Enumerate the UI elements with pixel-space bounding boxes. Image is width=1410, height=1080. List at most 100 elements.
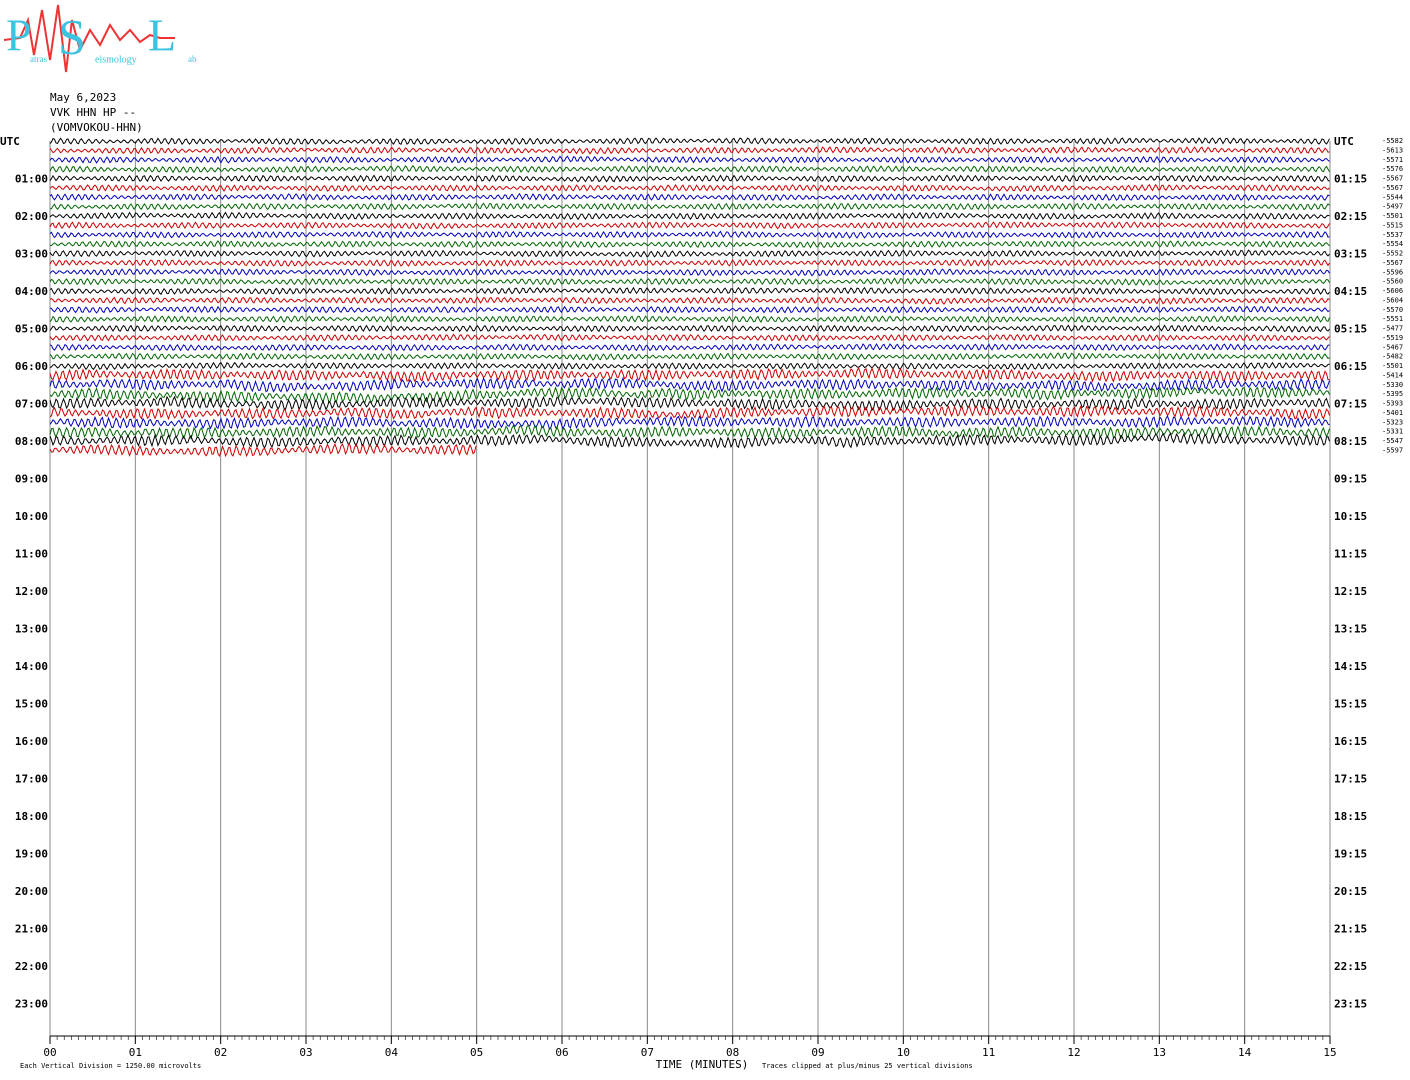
trace-offset: -5501	[1382, 362, 1403, 370]
row-label: 01:00	[15, 173, 48, 186]
seismic-trace	[49, 183, 1330, 193]
row-label: 11:00	[15, 548, 48, 561]
row-label: 07:00	[15, 398, 48, 411]
trace-offset: -5467	[1382, 343, 1403, 351]
row-label: 17:00	[15, 773, 48, 786]
row-label: 11:15	[1334, 548, 1367, 561]
seismic-trace	[49, 432, 1330, 450]
row-label: 03:15	[1334, 248, 1367, 261]
trace-offset: -5330	[1382, 381, 1403, 389]
row-label: 03:00	[15, 248, 48, 261]
seismic-trace	[49, 424, 1330, 440]
seismic-trace	[49, 333, 1330, 342]
x-tick-label: 13	[1153, 1046, 1166, 1059]
x-tick-label: 10	[897, 1046, 910, 1059]
row-label: 12:15	[1334, 585, 1367, 598]
trace-offset: -5567	[1382, 175, 1403, 183]
trace-offset: -5582	[1382, 137, 1403, 145]
seismic-trace	[49, 305, 1330, 314]
trace-offset: -5567	[1382, 184, 1403, 192]
x-tick-label: 14	[1238, 1046, 1252, 1059]
seismic-trace	[50, 202, 1330, 211]
row-label: 01:15	[1334, 173, 1367, 186]
trace-offset: -5571	[1382, 156, 1403, 164]
seismic-trace	[49, 324, 1330, 333]
note: Traces clipped at plus/minus 25 vertical…	[762, 1062, 973, 1070]
trace-offset: -5395	[1382, 390, 1403, 398]
row-label: 05:15	[1334, 323, 1367, 336]
seismic-trace	[49, 386, 1330, 404]
logo-letter: L	[148, 10, 176, 61]
title-line: May 6,2023	[50, 91, 116, 104]
row-label: 02:00	[15, 210, 48, 223]
logo-letter: S	[58, 8, 86, 64]
trace-offset: -5567	[1382, 259, 1403, 267]
trace-offset: -5570	[1382, 306, 1403, 314]
seismic-trace	[49, 395, 1330, 412]
logo-word: eismology	[95, 54, 137, 65]
row-label: 23:15	[1334, 998, 1367, 1011]
seismic-trace	[49, 192, 1330, 202]
row-label: 04:15	[1334, 285, 1367, 298]
trace-offset: -5596	[1382, 268, 1403, 276]
row-label: 22:15	[1334, 960, 1367, 973]
seismic-trace	[49, 277, 1330, 286]
seismic-trace	[49, 137, 1330, 145]
row-label: UTC	[0, 135, 20, 148]
row-label: 13:00	[15, 623, 48, 636]
row-label: UTC	[1334, 135, 1354, 148]
seismic-trace	[49, 258, 1330, 267]
row-label: 06:00	[15, 360, 48, 373]
row-label: 08:15	[1334, 435, 1367, 448]
x-tick-label: 09	[811, 1046, 824, 1059]
seismic-trace	[49, 249, 1330, 258]
seismic-trace	[49, 342, 1330, 352]
trace-offset: -5331	[1382, 428, 1403, 436]
trace-offset: -5604	[1382, 296, 1403, 304]
seismic-trace	[49, 211, 1330, 221]
seismic-trace	[49, 146, 1330, 155]
logo: P S L atras eismology ab	[3, 4, 197, 73]
row-label: 09:15	[1334, 473, 1367, 486]
trace-offset: -5547	[1382, 437, 1403, 445]
x-tick-label: 00	[43, 1046, 56, 1059]
x-tick-label: 01	[129, 1046, 142, 1059]
row-label: 14:00	[15, 660, 48, 673]
trace-offset: -5552	[1382, 250, 1403, 258]
trace-offset: -5551	[1382, 315, 1403, 323]
row-label: 13:15	[1334, 623, 1367, 636]
logo-word: ab	[188, 54, 197, 64]
seismic-trace	[49, 164, 1330, 174]
x-tick-label: 03	[299, 1046, 312, 1059]
row-label: 15:00	[15, 698, 48, 711]
x-axis-label: TIME (MINUTES)	[656, 1058, 749, 1071]
row-label: 04:00	[15, 285, 48, 298]
trace-offset: -5414	[1382, 371, 1403, 379]
trace-offset: -5401	[1382, 409, 1403, 417]
seismic-trace	[49, 376, 1330, 393]
row-label: 16:00	[15, 735, 48, 748]
trace-offset: -5554	[1382, 240, 1403, 248]
seismic-trace	[49, 315, 1330, 323]
seismic-trace	[49, 352, 1330, 361]
row-label: 06:15	[1334, 360, 1367, 373]
title-line: VVK HHN HP --	[50, 106, 136, 119]
row-label: 07:15	[1334, 398, 1367, 411]
trace-offset: -5560	[1382, 278, 1403, 286]
seismic-trace	[49, 414, 1330, 431]
seismic-trace	[49, 366, 1330, 383]
logo-word: atras	[30, 54, 47, 64]
row-label: 20:00	[15, 885, 48, 898]
row-label: 08:00	[15, 435, 48, 448]
trace-offset: -5606	[1382, 287, 1403, 295]
trace-offset: -5323	[1382, 418, 1403, 426]
row-label: 10:15	[1334, 510, 1367, 523]
x-tick-label: 11	[982, 1046, 995, 1059]
title-line: (VOMVOKOU-HHN)	[50, 121, 143, 134]
row-label: 21:15	[1334, 923, 1367, 936]
trace-offset: -5537	[1382, 231, 1403, 239]
row-label: 09:00	[15, 473, 48, 486]
logo-letter: P	[6, 10, 32, 61]
x-tick-label: 02	[214, 1046, 227, 1059]
